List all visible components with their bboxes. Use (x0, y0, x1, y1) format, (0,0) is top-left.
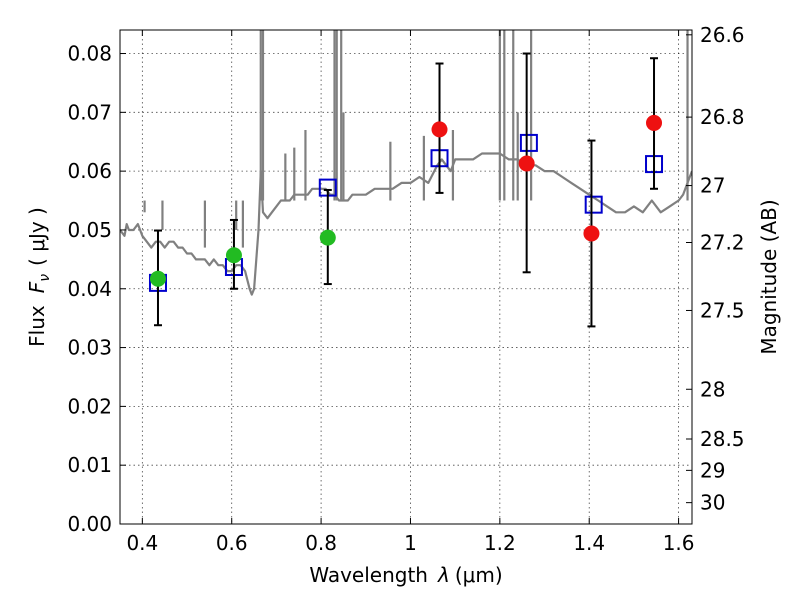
x-axis-title-text: Wavelength (309, 563, 428, 587)
y2-tick-label: 28 (700, 377, 725, 401)
y-axis-title-subscript: ν (37, 274, 53, 282)
y2-tick-label: 26.8 (700, 105, 745, 129)
y2-tick-label: 27.5 (700, 298, 745, 322)
y-tick-label: 0.00 (67, 512, 112, 536)
y-tick-label: 0.02 (67, 394, 112, 418)
y-tick-label: 0.08 (67, 42, 112, 66)
x-tick-label: 1.6 (663, 531, 695, 555)
y-axis-title-unit: ( μJy ) (25, 207, 49, 266)
y2-tick-label: 26.6 (700, 23, 745, 47)
observed-point (646, 115, 662, 131)
observed-point (432, 121, 448, 137)
y2-tick-label: 29 (700, 458, 725, 482)
y-tick-label: 0.06 (67, 159, 112, 183)
observed-point (226, 247, 242, 263)
x-tick-label: 0.8 (305, 531, 337, 555)
y-tick-label: 0.01 (67, 453, 112, 477)
x-tick-label: 0.6 (216, 531, 248, 555)
plot-frame (120, 30, 692, 524)
model-photometry-square (586, 197, 602, 213)
y-tick-label: 0.03 (67, 336, 112, 360)
y-axis-title-text: Flux (25, 305, 49, 347)
observed-point (583, 225, 599, 241)
x-tick-label: 1.2 (484, 531, 516, 555)
y-tick-label: 0.05 (67, 218, 112, 242)
y2-tick-label: 27 (700, 174, 725, 198)
observed-point (519, 155, 535, 171)
y-tick-label: 0.04 (67, 277, 112, 301)
y2-tick-label: 28.5 (700, 427, 745, 451)
y2-tick-label: 27.2 (700, 231, 745, 255)
y2-tick-label: 30 (700, 491, 725, 515)
x-tick-label: 1.4 (573, 531, 605, 555)
model-photometry-square (521, 135, 537, 151)
x-axis-title: Wavelength λ (μm) (309, 563, 502, 587)
y2-axis-title: Magnitude (AB) (757, 199, 781, 354)
points-layer (150, 54, 662, 327)
x-tick-label: 0.4 (126, 531, 158, 555)
x-axis-title-symbol: λ (437, 563, 450, 587)
x-tick-label: 1 (404, 531, 417, 555)
observed-point (320, 230, 336, 246)
y-axis-title-symbol: F (25, 281, 49, 293)
grid-layer (120, 30, 692, 524)
observed-point (150, 271, 166, 287)
x-axis-title-unit: (μm) (455, 563, 503, 587)
model-spectrum-layer (120, 6, 692, 294)
chart: 0.4 0.6 0.8 1 1.2 1.4 1.6 0.00 0.01 0.02 0.03 0.04 0… (0, 0, 800, 600)
y-axis-title: Flux Fν ( μJy ) (25, 207, 53, 347)
y-tick-label: 0.07 (67, 100, 112, 124)
